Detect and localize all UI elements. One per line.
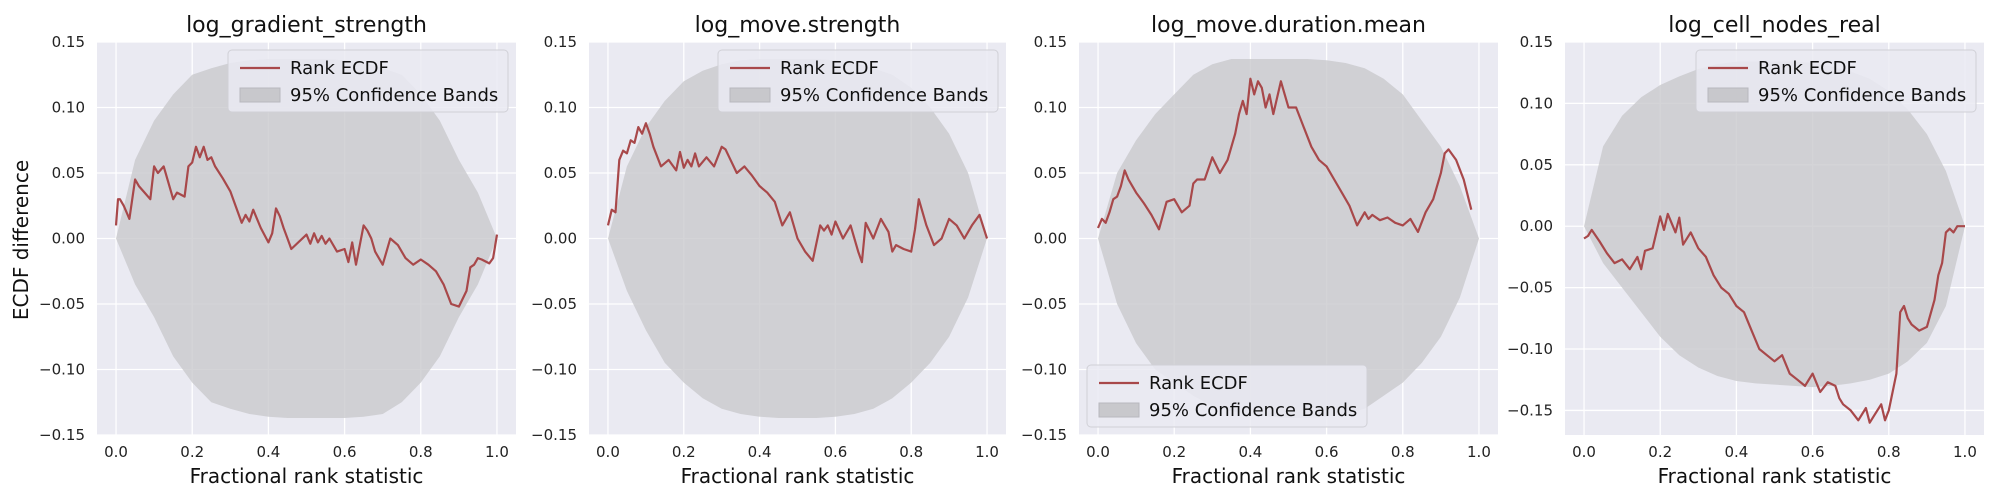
x-tick-label: 0.2 xyxy=(1648,443,1672,461)
x-tick-label: 0.4 xyxy=(748,443,772,461)
y-tick-label: −0.05 xyxy=(39,295,85,313)
panel-title: log_move.strength xyxy=(695,13,901,38)
y-tick-label: 0.15 xyxy=(52,33,85,51)
y-tick-label: 0.05 xyxy=(1034,164,1067,182)
legend-label: Rank ECDF xyxy=(1758,58,1857,79)
legend: Rank ECDF 95% Confidence Bands xyxy=(227,49,509,113)
y-tick-label: 0.05 xyxy=(52,164,85,182)
x-tick-label: 0.0 xyxy=(1572,443,1596,461)
panel-2: 0.0 0.2 0.4 0.6 0.8 1.0 −0.15 −0.10 −0.05 0.00 0.0… xyxy=(531,13,1006,488)
x-tick-label: 0.8 xyxy=(409,443,433,461)
confidence-band xyxy=(1098,59,1479,418)
y-tick-label: −0.10 xyxy=(1021,361,1067,379)
legend-patch-swatch xyxy=(1098,402,1140,418)
x-tick-label: 1.0 xyxy=(1953,443,1977,461)
y-tick-label: 0.00 xyxy=(52,230,85,248)
panel-title: log_move.duration.mean xyxy=(1151,13,1426,38)
y-tick-label: 0.00 xyxy=(1034,230,1067,248)
x-tick-label: 0.2 xyxy=(180,443,204,461)
y-tick-label: 0.05 xyxy=(544,164,577,182)
legend-label: Rank ECDF xyxy=(780,58,879,79)
rank-ecdf-line xyxy=(606,122,989,264)
y-tick-label: 0.15 xyxy=(544,33,577,51)
x-tick-label: 0.2 xyxy=(672,443,696,461)
y-tick-label: 0.10 xyxy=(52,99,85,117)
y-tick-label: 0.10 xyxy=(1520,94,1553,112)
rank-ecdf-line xyxy=(114,145,499,308)
x-tick-label: 0.8 xyxy=(899,443,923,461)
x-tick-label: 0.0 xyxy=(1086,443,1110,461)
panel-title: log_cell_nodes_real xyxy=(1668,13,1880,38)
legend: Rank ECDF 95% Confidence Bands xyxy=(1086,364,1368,428)
x-tick-label: 0.0 xyxy=(104,443,128,461)
y-tick-label: −0.10 xyxy=(39,361,85,379)
legend-patch-swatch xyxy=(239,87,281,103)
y-tick-label: 0.15 xyxy=(1034,33,1067,51)
panel-3: 0.0 0.2 0.4 0.6 0.8 1.0 −0.15 −0.10 −0.05 0.00 0.0… xyxy=(1021,13,1498,488)
y-tick-label: −0.05 xyxy=(531,295,577,313)
legend-box xyxy=(1086,364,1368,428)
y-tick-label: 0.15 xyxy=(1520,33,1553,51)
x-axis-label: Fractional rank statistic xyxy=(1172,464,1406,488)
x-axis-label: Fractional rank statistic xyxy=(190,464,424,488)
rank-ecdf-line xyxy=(1583,212,1965,424)
legend-patch-swatch xyxy=(1707,87,1749,103)
x-tick-label: 0.6 xyxy=(1801,443,1825,461)
x-axis-label: Fractional rank statistic xyxy=(1658,464,1892,488)
legend: Rank ECDF 95% Confidence Bands xyxy=(717,49,999,113)
legend-label: Rank ECDF xyxy=(1149,373,1248,394)
legend-label: 95% Confidence Bands xyxy=(1149,400,1357,421)
legend: Rank ECDF 95% Confidence Bands xyxy=(1695,49,1977,113)
y-tick-label: −0.15 xyxy=(39,426,85,444)
y-tick-label: 0.00 xyxy=(544,230,577,248)
y-tick-label: 0.10 xyxy=(1034,99,1067,117)
confidence-band xyxy=(116,59,497,418)
x-tick-label: 0.8 xyxy=(1391,443,1415,461)
x-tick-label: 1.0 xyxy=(975,443,999,461)
y-tick-label: 0.00 xyxy=(1520,217,1553,235)
confidence-band xyxy=(1584,61,1965,388)
x-tick-label: 1.0 xyxy=(485,443,509,461)
panel-4: 0.0 0.2 0.4 0.6 0.8 1.0 −0.15 −0.10 −0.05 0.00 0.0… xyxy=(1507,13,1984,488)
y-tick-label: −0.05 xyxy=(1507,279,1553,297)
x-tick-label: 0.4 xyxy=(256,443,280,461)
x-tick-label: 0.8 xyxy=(1877,443,1901,461)
legend-label: Rank ECDF xyxy=(290,58,389,79)
y-tick-label: 0.10 xyxy=(544,99,577,117)
y-tick-label: −0.05 xyxy=(1021,295,1067,313)
panel-1: 0.0 0.2 0.4 0.6 0.8 1.0 −0.15 −0.10 −0.05 0.00 0.0… xyxy=(39,13,516,488)
y-tick-label: −0.10 xyxy=(1507,340,1553,358)
legend-label: 95% Confidence Bands xyxy=(290,85,498,106)
x-tick-label: 0.4 xyxy=(1724,443,1748,461)
legend-box xyxy=(717,49,999,113)
x-tick-label: 0.0 xyxy=(596,443,620,461)
x-tick-label: 0.6 xyxy=(333,443,357,461)
rank-ecdf-line xyxy=(1096,77,1473,233)
y-tick-label: 0.05 xyxy=(1520,156,1553,174)
y-tick-label: −0.15 xyxy=(531,426,577,444)
legend-label: 95% Confidence Bands xyxy=(1758,85,1966,106)
legend-box xyxy=(1695,49,1977,113)
x-tick-label: 0.6 xyxy=(1315,443,1339,461)
y-tick-label: −0.15 xyxy=(1021,426,1067,444)
y-tick-label: −0.15 xyxy=(1507,401,1553,419)
y-axis-label: ECDF difference xyxy=(9,160,33,320)
panel-title: log_gradient_strength xyxy=(186,13,427,38)
x-tick-label: 0.2 xyxy=(1162,443,1186,461)
legend-box xyxy=(227,49,509,113)
x-tick-label: 0.6 xyxy=(823,443,847,461)
x-tick-label: 0.4 xyxy=(1238,443,1262,461)
x-tick-label: 1.0 xyxy=(1467,443,1491,461)
legend-label: 95% Confidence Bands xyxy=(780,85,988,106)
y-tick-label: −0.10 xyxy=(531,361,577,379)
legend-patch-swatch xyxy=(729,87,771,103)
x-axis-label: Fractional rank statistic xyxy=(681,464,915,488)
